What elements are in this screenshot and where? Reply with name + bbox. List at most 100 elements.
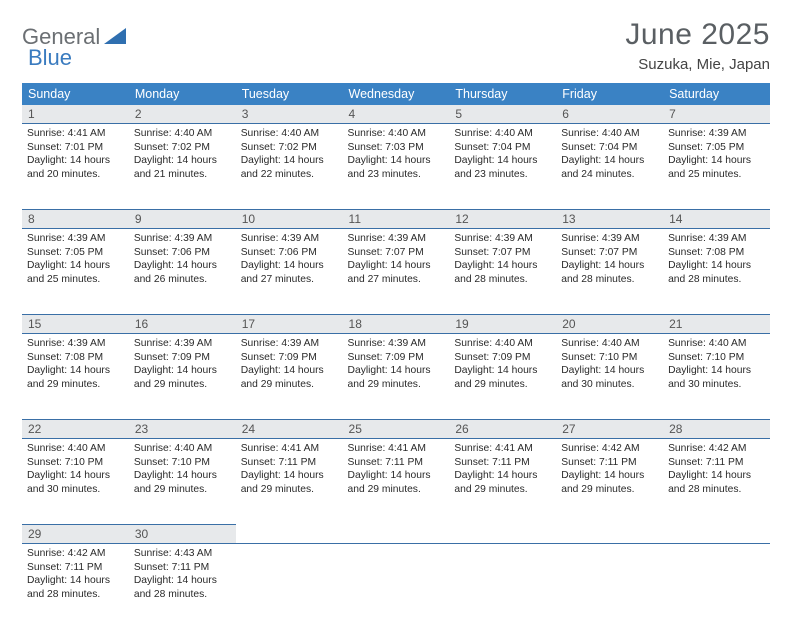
day-details: Sunrise: 4:39 AMSunset: 7:08 PMDaylight:… (663, 229, 770, 290)
day-cell: Sunrise: 4:39 AM Sunset: 7:07 PM Daylight:… (343, 229, 450, 315)
day-number-cell: 3 (236, 105, 343, 124)
day-details: Sunrise: 4:41 AMSunset: 7:11 PMDaylight:… (343, 439, 450, 500)
daylight-line: Daylight: 14 hours and 20 minutes. (27, 155, 110, 180)
sunrise-line: Sunrise: 4:40 AM (454, 128, 532, 139)
sunset-line: Sunset: 7:05 PM (668, 142, 744, 153)
day-cell: Sunrise: 4:42 AMSunset: 7:11 PMDaylight:… (663, 439, 770, 525)
sunset-line: Sunset: 7:07 PM (348, 247, 424, 258)
location-text: Suzuka, Mie, Japan (625, 56, 770, 73)
sunset-line: Sunset: 7:10 PM (668, 352, 744, 363)
day-details: Sunrise: 4:40 AMSunset: 7:10 PMDaylight:… (556, 334, 663, 395)
day-cell: Sunrise: 4:40 AMSunset: 7:09 PMDaylight:… (449, 334, 556, 420)
daylight-line: Daylight: 14 hours and 30 minutes. (668, 365, 751, 390)
day-details: Sunrise: 4:40 AMSunset: 7:03 PMDaylight:… (343, 124, 450, 185)
sunrise-line: Sunrise: 4:39 AM (348, 233, 426, 244)
day-number-row: 2930 (22, 525, 770, 544)
daylight-line: Daylight: 14 hours and 23 minutes. (454, 155, 537, 180)
weekday-header-row: Sunday Monday Tuesday Wednesday Thursday… (22, 83, 770, 105)
day-number-cell: 15 (22, 315, 129, 334)
sunrise-line: Sunrise: 4:40 AM (348, 128, 426, 139)
sunrise-line: Sunrise: 4:41 AM (454, 443, 532, 454)
day-number-cell: 27 (556, 420, 663, 439)
day-details: Sunrise: 4:39 AMSunset: 7:06 PMDaylight:… (236, 229, 343, 290)
day-number-row: 15161718192021 (22, 315, 770, 334)
day-cell: Sunrise: 4:42 AMSunset: 7:11 PMDaylight:… (556, 439, 663, 525)
day-number-cell: 11 (343, 210, 450, 229)
day-cell: Sunrise: 4:40 AMSunset: 7:10 PMDaylight:… (556, 334, 663, 420)
sunset-line: Sunset: 7:07 PM (454, 247, 530, 258)
sunrise-line: Sunrise: 4:39 AM (134, 233, 212, 244)
daylight-line: Daylight: 14 hours and 26 minutes. (134, 260, 217, 285)
day-details: Sunrise: 4:41 AMSunset: 7:01 PMDaylight:… (22, 124, 129, 185)
weekday-header: Friday (556, 83, 663, 105)
sunrise-line: Sunrise: 4:41 AM (348, 443, 426, 454)
day-number-cell (663, 525, 770, 544)
sunset-line: Sunset: 7:02 PM (241, 142, 317, 153)
day-cell: Sunrise: 4:40 AMSunset: 7:03 PMDaylight:… (343, 124, 450, 210)
daylight-line: Daylight: 14 hours and 25 minutes. (668, 155, 751, 180)
day-cell: Sunrise: 4:40 AM Sunset: 7:10 PM Daylight:… (663, 334, 770, 420)
sunset-line: Sunset: 7:10 PM (27, 457, 103, 468)
sunrise-line: Sunrise: 4:40 AM (241, 128, 319, 139)
daylight-line: Daylight: 14 hours and 29 minutes. (454, 470, 537, 495)
day-cell (556, 544, 663, 630)
day-number-cell: 26 (449, 420, 556, 439)
weekday-header: Monday (129, 83, 236, 105)
day-cell: Sunrise: 4:39 AMSunset: 7:07 PMDaylight:… (556, 229, 663, 315)
sunrise-line: Sunrise: 4:39 AM (668, 233, 746, 244)
sunset-line: Sunset: 7:05 PM (27, 247, 103, 258)
day-cell (663, 544, 770, 630)
sunrise-line: Sunrise: 4:39 AM (561, 233, 639, 244)
day-details: Sunrise: 4:39 AMSunset: 7:07 PMDaylight:… (556, 229, 663, 290)
day-number-cell: 28 (663, 420, 770, 439)
day-number-cell (343, 525, 450, 544)
day-content-row: Sunrise: 4:40 AMSunset: 7:10 PMDaylight:… (22, 439, 770, 525)
sunrise-line: Sunrise: 4:41 AM (241, 443, 319, 454)
day-number-cell (449, 525, 556, 544)
sunset-line: Sunset: 7:10 PM (134, 457, 210, 468)
sunset-line: Sunset: 7:08 PM (27, 352, 103, 363)
weekday-header: Sunday (22, 83, 129, 105)
day-number-row: 1234567 (22, 105, 770, 124)
day-number-cell: 10 (236, 210, 343, 229)
daylight-line: Daylight: 14 hours and 27 minutes. (348, 260, 431, 285)
day-cell: Sunrise: 4:40 AMSunset: 7:02 PMDaylight:… (129, 124, 236, 210)
day-number-cell: 9 (129, 210, 236, 229)
day-number-cell: 21 (663, 315, 770, 334)
weekday-header: Wednesday (343, 83, 450, 105)
sunset-line: Sunset: 7:06 PM (241, 247, 317, 258)
daylight-line: Daylight: 14 hours and 27 minutes. (241, 260, 324, 285)
sunrise-line: Sunrise: 4:40 AM (668, 338, 746, 349)
day-cell: Sunrise: 4:39 AMSunset: 7:05 PMDaylight:… (663, 124, 770, 210)
logo-triangle-icon (104, 28, 126, 49)
daylight-line: Daylight: 14 hours and 29 minutes. (348, 470, 431, 495)
day-details: Sunrise: 4:40 AMSunset: 7:10 PMDaylight:… (129, 439, 236, 500)
day-cell: Sunrise: 4:40 AMSunset: 7:10 PMDaylight:… (129, 439, 236, 525)
sunset-line: Sunset: 7:11 PM (241, 457, 316, 468)
day-details: Sunrise: 4:39 AMSunset: 7:09 PMDaylight:… (129, 334, 236, 395)
day-details: Sunrise: 4:39 AMSunset: 7:09 PMDaylight:… (343, 334, 450, 395)
day-number-cell: 23 (129, 420, 236, 439)
day-number-cell: 7 (663, 105, 770, 124)
title-block: June 2025 Suzuka, Mie, Japan (625, 18, 770, 73)
day-content-row: Sunrise: 4:42 AMSunset: 7:11 PMDaylight:… (22, 544, 770, 630)
daylight-line: Daylight: 14 hours and 30 minutes. (27, 470, 110, 495)
sunrise-line: Sunrise: 4:43 AM (134, 548, 212, 559)
daylight-line: Daylight: 14 hours and 28 minutes. (27, 575, 110, 600)
daylight-line: Daylight: 14 hours and 24 minutes. (561, 155, 644, 180)
day-cell (343, 544, 450, 630)
day-details: Sunrise: 4:39 AMSunset: 7:05 PMDaylight:… (663, 124, 770, 185)
day-number-cell: 25 (343, 420, 450, 439)
day-cell: Sunrise: 4:39 AMSunset: 7:06 PMDaylight:… (129, 229, 236, 315)
sunset-line: Sunset: 7:09 PM (134, 352, 210, 363)
day-details: Sunrise: 4:41 AMSunset: 7:11 PMDaylight:… (236, 439, 343, 500)
daylight-line: Daylight: 14 hours and 29 minutes. (134, 365, 217, 390)
day-number-cell (556, 525, 663, 544)
day-cell: Sunrise: 4:39 AMSunset: 7:09 PMDaylight:… (129, 334, 236, 420)
day-details: Sunrise: 4:40 AMSunset: 7:02 PMDaylight:… (236, 124, 343, 185)
sunset-line: Sunset: 7:09 PM (454, 352, 530, 363)
day-details: Sunrise: 4:42 AMSunset: 7:11 PMDaylight:… (22, 544, 129, 605)
day-cell: Sunrise: 4:40 AMSunset: 7:02 PMDaylight:… (236, 124, 343, 210)
sunrise-line: Sunrise: 4:40 AM (561, 338, 639, 349)
sunset-line: Sunset: 7:10 PM (561, 352, 637, 363)
